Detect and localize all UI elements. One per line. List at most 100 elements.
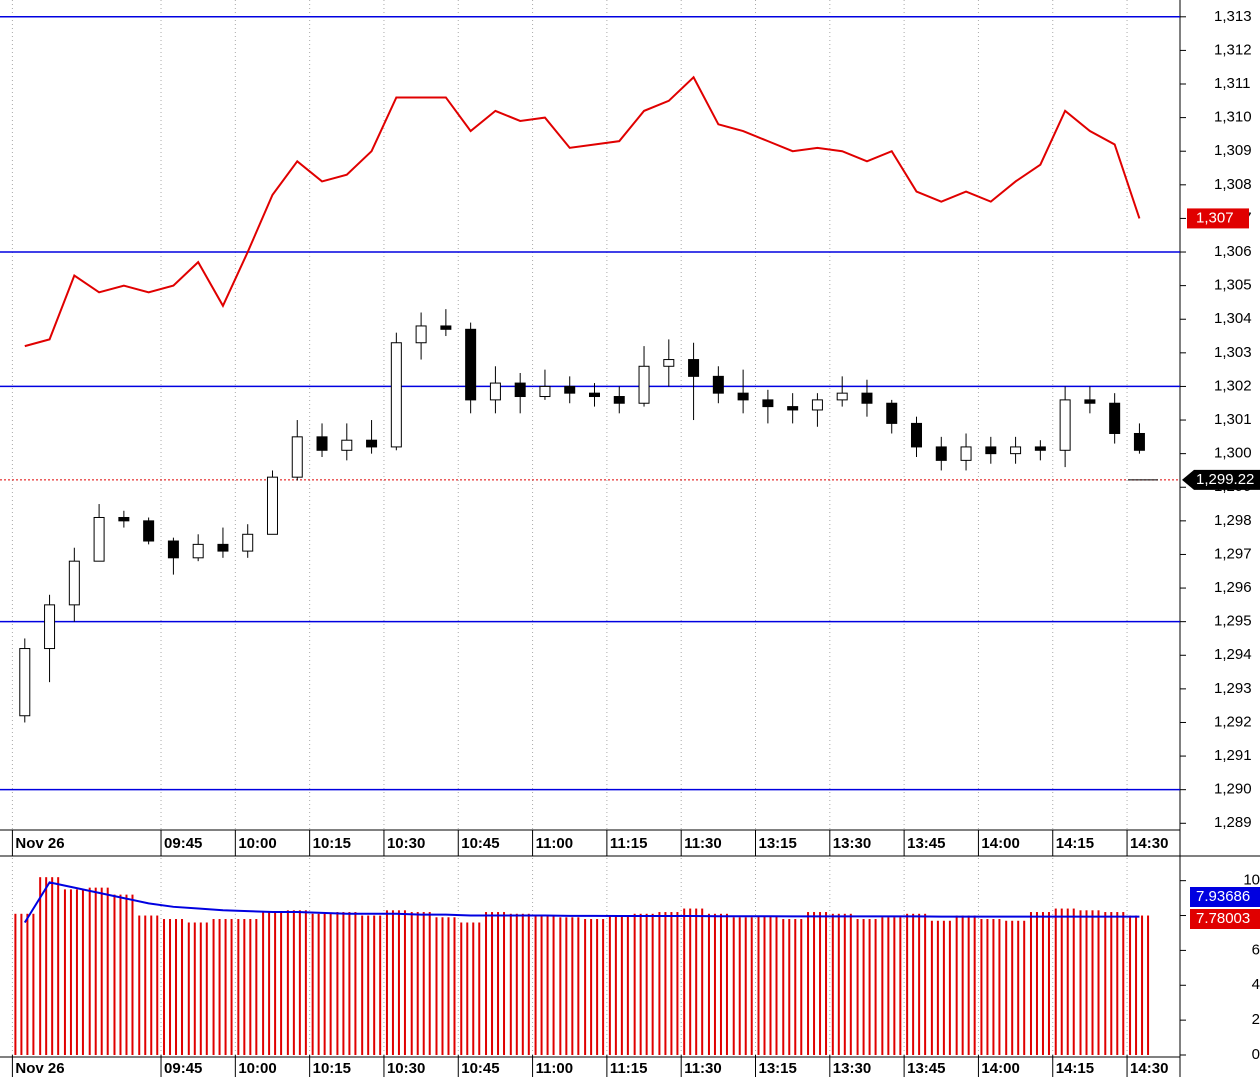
volume-bar — [45, 877, 48, 1055]
volume-bar — [1135, 915, 1138, 1055]
candle-body — [911, 422, 923, 448]
volume-bar — [973, 915, 976, 1055]
candle-body — [737, 392, 749, 401]
volume-bar — [249, 919, 252, 1055]
volume-bar — [156, 915, 159, 1055]
volume-bar — [992, 919, 995, 1055]
y-tick-label: 1,291 — [1214, 747, 1252, 764]
candle-body — [1010, 446, 1022, 455]
x-tick-label: 13:45 — [907, 835, 945, 852]
candle-body — [167, 540, 179, 559]
volume-bar — [732, 917, 735, 1055]
y-tick-label: 1,304 — [1214, 310, 1252, 327]
y-tick-label: 1,289 — [1214, 814, 1252, 831]
volume-bar — [651, 913, 654, 1055]
volume-bar — [645, 913, 648, 1055]
volume-bar — [150, 915, 153, 1055]
y-tick-label: 1,292 — [1214, 713, 1252, 730]
volume-bar — [1066, 908, 1069, 1055]
x-tick-label: 13:15 — [759, 1060, 797, 1077]
candle-body — [341, 439, 353, 451]
volume-bar — [571, 917, 574, 1055]
volume-bar — [441, 917, 444, 1055]
volume-bar — [367, 915, 370, 1055]
volume-bar — [546, 915, 549, 1055]
y-tick-label: 1,293 — [1214, 680, 1252, 697]
candle-body — [1059, 399, 1071, 451]
ma-last-tag — [1190, 887, 1260, 907]
candle-body — [663, 359, 675, 367]
candle-body — [613, 396, 625, 404]
x-tick-label: 10:30 — [387, 835, 425, 852]
volume-bar — [980, 919, 983, 1055]
candle-body — [440, 325, 452, 330]
candle-body — [811, 399, 823, 411]
volume-bar — [379, 915, 382, 1055]
volume-bar — [738, 917, 741, 1055]
volume-bar — [868, 919, 871, 1055]
volume-bar — [918, 913, 921, 1055]
volume-bar — [874, 919, 877, 1055]
volume-bar — [930, 920, 933, 1055]
volume-bar — [131, 894, 134, 1055]
volume-bar — [262, 912, 265, 1055]
candle-body — [19, 648, 31, 717]
x-tick-label: 10:45 — [461, 1060, 499, 1077]
x-tick-label: 11:00 — [536, 1060, 574, 1077]
volume-bar — [69, 889, 72, 1055]
candle-body — [960, 446, 972, 461]
candle-body — [985, 446, 997, 455]
volume-bar — [205, 922, 208, 1055]
volume-bar — [664, 912, 667, 1055]
volume-bar — [274, 912, 277, 1055]
y-tick-label: 1,312 — [1214, 41, 1252, 58]
volume-bar — [416, 912, 419, 1055]
volume-bar — [1110, 912, 1113, 1055]
volume-bar — [138, 915, 141, 1055]
volume-bar — [912, 913, 915, 1055]
candle-body — [935, 446, 947, 461]
volume-bar — [1116, 912, 1119, 1055]
volume-bar — [485, 912, 488, 1055]
volume-bar — [1104, 912, 1107, 1055]
volume-bar — [243, 919, 246, 1055]
volume-bar — [32, 913, 35, 1055]
volume-bar — [466, 922, 469, 1055]
volume-bar — [899, 917, 902, 1055]
volume-bar — [63, 889, 66, 1055]
volume-bar — [807, 912, 810, 1055]
volume-bar — [491, 912, 494, 1055]
y-tick-label: 1,300 — [1214, 445, 1252, 462]
volume-bar — [1047, 912, 1050, 1055]
candle-body — [1034, 446, 1046, 451]
volume-bar — [304, 910, 307, 1055]
volume-bar — [639, 913, 642, 1055]
volume-bar — [590, 919, 593, 1055]
volume-bar — [1041, 912, 1044, 1055]
x-tick-label: 09:45 — [164, 835, 202, 852]
volume-bar — [361, 915, 364, 1055]
candle-body — [266, 476, 278, 535]
line-last-tag — [1187, 208, 1249, 229]
candle-body — [688, 359, 700, 377]
candle-body — [787, 406, 799, 411]
volume-bar — [163, 919, 166, 1055]
volume-bar — [1097, 910, 1100, 1055]
x-tick-label: 11:00 — [536, 835, 574, 852]
volume-bar — [199, 922, 202, 1055]
volume-bar — [1054, 908, 1057, 1055]
volume-bar — [1023, 920, 1026, 1055]
volume-bar — [428, 912, 431, 1055]
volume-bar — [825, 912, 828, 1055]
x-tick-label: 13:15 — [759, 835, 797, 852]
candle-body — [514, 382, 526, 398]
volume-bar — [144, 915, 147, 1055]
volume-bar — [39, 877, 42, 1055]
candle-body — [712, 375, 724, 394]
line-last-label: 1,307 — [1196, 209, 1234, 226]
volume-bar — [230, 919, 233, 1055]
volume-bar — [862, 919, 865, 1055]
x-tick-label: 10:00 — [238, 835, 276, 852]
volume-bar — [887, 917, 890, 1055]
candle-body — [1109, 402, 1121, 434]
